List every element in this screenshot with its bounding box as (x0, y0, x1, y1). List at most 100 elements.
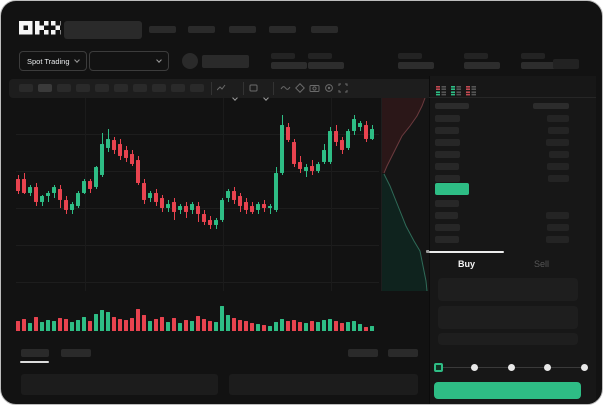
ask-row[interactable] (429, 115, 596, 122)
panel-divider (429, 97, 596, 98)
indicators-dropdown[interactable] (216, 83, 229, 96)
timeframe-button-5[interactable] (95, 84, 109, 92)
bid-row[interactable] (429, 236, 596, 243)
candle (364, 125, 368, 139)
candle (232, 190, 236, 201)
candle (238, 196, 242, 207)
slider-stop-75[interactable] (544, 364, 551, 371)
candle (178, 206, 182, 210)
ticker-extra-skeleton (553, 59, 579, 69)
tab-sell[interactable]: Sell (533, 259, 549, 269)
volume-bar (184, 320, 188, 331)
candlestick-chart[interactable] (16, 98, 379, 291)
order-input-3[interactable] (438, 333, 578, 345)
timeframe-button-3[interactable] (57, 84, 71, 92)
nav-item-4[interactable] (269, 26, 296, 33)
tab-buy[interactable]: Buy (457, 259, 475, 269)
timeframe-button-6[interactable] (114, 84, 128, 92)
volume-bar (316, 322, 320, 331)
candle (298, 161, 302, 170)
ask-row[interactable] (429, 127, 596, 134)
volume-bar (118, 319, 122, 331)
volume-bar (358, 324, 362, 331)
order-input-2[interactable] (438, 306, 578, 329)
ask-row[interactable] (429, 163, 596, 170)
candle-wick (47, 190, 49, 203)
measure-tool-icon[interactable] (295, 83, 305, 96)
candle (256, 204, 260, 210)
stat-label-skeleton (398, 53, 422, 59)
ask-row[interactable] (429, 139, 596, 146)
volume-bar (268, 326, 272, 331)
volume-bar (334, 321, 338, 331)
bottom-tab-2[interactable] (61, 349, 91, 357)
camera-icon[interactable] (309, 83, 320, 96)
ob-price-skeleton (435, 200, 459, 207)
orderbook-mode-asks-icon[interactable] (466, 83, 476, 96)
volume-bar (22, 319, 26, 331)
bottom-active-tab-underline (20, 361, 49, 363)
orderbook-mode-bids-icon[interactable] (451, 83, 461, 96)
nav-item-1[interactable] (149, 26, 176, 33)
slider-stop-100[interactable] (580, 364, 588, 371)
ask-row[interactable] (429, 175, 596, 182)
orderbook-last-price[interactable] (435, 183, 469, 195)
chevron-down-icon (156, 57, 162, 63)
nav-item-2[interactable] (188, 26, 215, 33)
volume-bar (202, 319, 206, 331)
timeframe-button-1[interactable] (19, 84, 33, 92)
line-tool-icon[interactable] (280, 83, 291, 96)
bid-row[interactable] (429, 212, 596, 219)
market-type-selector[interactable]: Spot Trading (19, 51, 87, 71)
bid-row[interactable] (429, 200, 596, 207)
bottom-action-1[interactable] (348, 349, 378, 357)
timeframe-button-4[interactable] (76, 84, 90, 92)
candle (40, 196, 44, 203)
slider-handle[interactable] (434, 363, 443, 372)
candle (94, 167, 98, 187)
volume-bar (58, 318, 62, 331)
timeframe-button-2[interactable] (38, 84, 52, 92)
candle (214, 219, 218, 226)
ob-amount-skeleton (547, 224, 569, 231)
stat-value-skeleton (398, 62, 434, 69)
volume-bar (208, 321, 212, 331)
ask-row[interactable] (429, 151, 596, 158)
bottom-action-2[interactable] (388, 349, 418, 357)
candle (262, 204, 266, 208)
ticker-stat-5 (521, 53, 557, 69)
volume-bar (16, 321, 20, 331)
bottom-tab-1[interactable] (21, 349, 49, 357)
settings-icon[interactable] (324, 83, 334, 96)
ob-amount-skeleton (547, 163, 569, 170)
volume-bar (136, 309, 140, 331)
timeframe-button-7[interactable] (133, 84, 147, 92)
candle (190, 204, 194, 210)
volume-bar (262, 325, 266, 331)
slider-stop-50[interactable] (507, 364, 515, 371)
stat-value-skeleton (271, 62, 307, 69)
market-type-label: Spot Trading (27, 56, 70, 66)
candle (70, 204, 74, 210)
buy-submit-button[interactable] (434, 382, 581, 399)
candle (316, 163, 320, 172)
volume-bar (328, 319, 332, 331)
candle (130, 153, 134, 164)
pair-dropdown[interactable] (89, 51, 169, 71)
candle (106, 138, 110, 149)
fullscreen-icon[interactable] (338, 83, 348, 96)
volume-bar (172, 318, 176, 331)
timeframe-button-10[interactable] (190, 84, 204, 92)
candle (352, 119, 356, 131)
timeframe-button-8[interactable] (152, 84, 166, 92)
order-input-1[interactable] (438, 278, 578, 301)
bid-row[interactable] (429, 224, 596, 231)
search-input[interactable] (64, 21, 142, 39)
nav-item-3[interactable] (229, 26, 256, 33)
orderbook-mode-both-icon[interactable] (436, 83, 446, 96)
nav-item-5[interactable] (311, 26, 338, 33)
timeframe-button-9[interactable] (171, 84, 185, 92)
compare-dropdown[interactable] (249, 83, 259, 96)
slider-stop-25[interactable] (471, 364, 478, 371)
ob-amount-skeleton (548, 175, 569, 182)
